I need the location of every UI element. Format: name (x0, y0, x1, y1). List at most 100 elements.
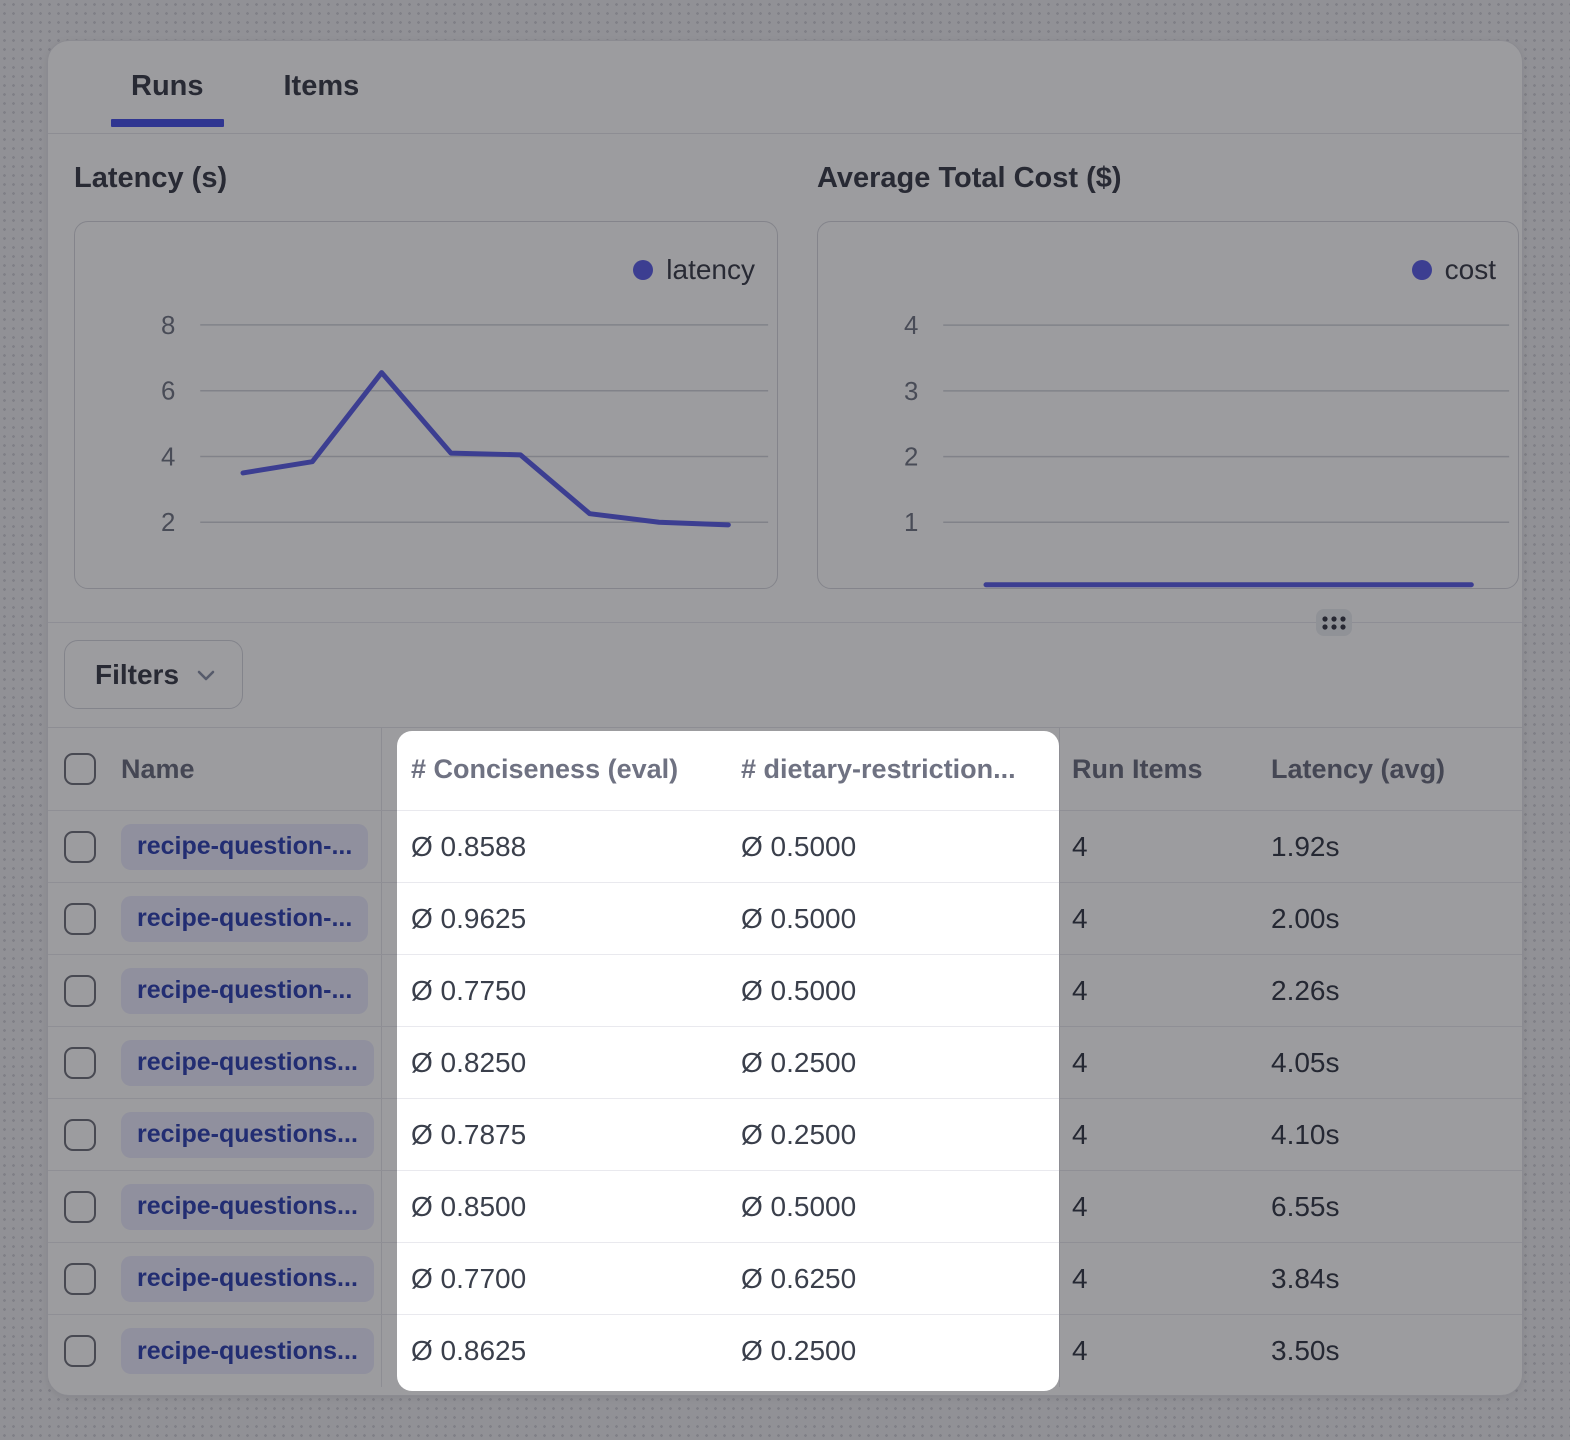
latency-avg-cell: 1.92s (1245, 811, 1523, 882)
tab-items[interactable]: Items (264, 70, 380, 133)
row-checkbox[interactable] (64, 975, 96, 1007)
cost-legend: cost (1412, 254, 1496, 286)
active-tab-underline (111, 119, 224, 127)
svg-text:2: 2 (904, 444, 918, 472)
section-divider (48, 622, 1522, 623)
table-header-row: Name # Conciseness (eval) # dietary-rest… (48, 728, 1522, 811)
chevron-down-icon (194, 663, 218, 687)
conciseness-score-cell: Ø 0.8500 (381, 1171, 729, 1242)
column-header-dietary-restriction[interactable]: # dietary-restriction... (729, 728, 1059, 810)
dietary-restriction-score-cell: Ø 0.5000 (729, 955, 1059, 1026)
run-name-badge[interactable]: recipe-question-... (121, 968, 368, 1014)
table-row: recipe-question-... Ø 0.9625 Ø 0.5000 4 … (48, 883, 1522, 955)
run-items-cell: 4 (1059, 1315, 1245, 1387)
column-header-conciseness[interactable]: # Conciseness (eval) (381, 728, 729, 810)
run-name-badge[interactable]: recipe-question-... (121, 896, 368, 942)
svg-text:4: 4 (161, 443, 175, 471)
filters-button-label: Filters (95, 659, 179, 691)
latency-chart-block: Latency (s) 8 6 4 2 latency (74, 164, 778, 589)
dietary-restriction-score-cell: Ø 0.5000 (729, 1171, 1059, 1242)
table-body: recipe-question-... Ø 0.8588 Ø 0.5000 4 … (48, 811, 1522, 1387)
svg-text:4: 4 (904, 312, 918, 340)
conciseness-score-cell: Ø 0.7700 (381, 1243, 729, 1314)
runs-panel: Runs Items Latency (s) 8 6 4 2 latency (47, 40, 1523, 1396)
tab-items-label: Items (284, 70, 360, 102)
column-header-latency-avg[interactable]: Latency (avg) (1245, 728, 1523, 810)
latency-avg-cell: 3.84s (1245, 1243, 1523, 1314)
latency-legend: latency (633, 254, 755, 286)
table-row: recipe-question-... Ø 0.8588 Ø 0.5000 4 … (48, 811, 1522, 883)
latency-chart-title: Latency (s) (74, 164, 778, 193)
svg-text:6: 6 (161, 378, 175, 406)
table-row: recipe-questions... Ø 0.8500 Ø 0.5000 4 … (48, 1171, 1522, 1243)
cost-chart: 4 3 2 1 cost (817, 221, 1519, 589)
grip-dots-icon (1321, 614, 1347, 632)
run-items-cell: 4 (1059, 811, 1245, 882)
latency-avg-cell: 2.00s (1245, 883, 1523, 954)
table-row: recipe-questions... Ø 0.7700 Ø 0.6250 4 … (48, 1243, 1522, 1315)
legend-dot-icon (1412, 260, 1432, 280)
run-name-badge[interactable]: recipe-questions... (121, 1040, 374, 1086)
dietary-restriction-score-cell: Ø 0.2500 (729, 1099, 1059, 1170)
run-name-badge[interactable]: recipe-questions... (121, 1184, 374, 1230)
conciseness-score-cell: Ø 0.7750 (381, 955, 729, 1026)
svg-text:1: 1 (904, 509, 918, 537)
legend-dot-icon (633, 260, 653, 280)
run-items-cell: 4 (1059, 1171, 1245, 1242)
charts-section: Latency (s) 8 6 4 2 latency Average Total C… (48, 134, 1522, 589)
row-checkbox[interactable] (64, 1335, 96, 1367)
run-items-cell: 4 (1059, 883, 1245, 954)
latency-avg-cell: 2.26s (1245, 955, 1523, 1026)
svg-text:3: 3 (904, 378, 918, 406)
latency-legend-label: latency (666, 254, 755, 286)
run-items-cell: 4 (1059, 1099, 1245, 1170)
run-name-badge[interactable]: recipe-question-... (121, 824, 368, 870)
page-background: Runs Items Latency (s) 8 6 4 2 latency (0, 0, 1570, 1440)
conciseness-score-cell: Ø 0.9625 (381, 883, 729, 954)
table-row: recipe-question-... Ø 0.7750 Ø 0.5000 4 … (48, 955, 1522, 1027)
run-items-cell: 4 (1059, 1027, 1245, 1098)
conciseness-score-cell: Ø 0.8250 (381, 1027, 729, 1098)
row-checkbox[interactable] (64, 1263, 96, 1295)
conciseness-score-cell: Ø 0.7875 (381, 1099, 729, 1170)
cost-chart-title: Average Total Cost ($) (817, 164, 1519, 193)
latency-avg-cell: 4.10s (1245, 1099, 1523, 1170)
latency-chart: 8 6 4 2 latency (74, 221, 778, 589)
column-header-name[interactable]: Name (118, 728, 381, 810)
row-checkbox[interactable] (64, 1047, 96, 1079)
row-checkbox[interactable] (64, 1191, 96, 1223)
dietary-restriction-score-cell: Ø 0.2500 (729, 1315, 1059, 1387)
latency-avg-cell: 4.05s (1245, 1027, 1523, 1098)
tab-runs-label: Runs (131, 70, 204, 102)
run-name-badge[interactable]: recipe-questions... (121, 1328, 374, 1374)
row-checkbox[interactable] (64, 1119, 96, 1151)
svg-text:2: 2 (161, 509, 175, 537)
run-items-cell: 4 (1059, 955, 1245, 1026)
row-checkbox[interactable] (64, 831, 96, 863)
row-checkbox[interactable] (64, 903, 96, 935)
run-name-badge[interactable]: recipe-questions... (121, 1112, 374, 1158)
run-name-badge[interactable]: recipe-questions... (121, 1256, 374, 1302)
svg-text:8: 8 (161, 312, 175, 340)
tab-bar: Runs Items (48, 41, 1522, 134)
dietary-restriction-score-cell: Ø 0.5000 (729, 811, 1059, 882)
cost-legend-label: cost (1445, 254, 1496, 286)
runs-table: Name # Conciseness (eval) # dietary-rest… (48, 727, 1522, 1387)
select-all-checkbox[interactable] (64, 753, 96, 785)
latency-avg-cell: 6.55s (1245, 1171, 1523, 1242)
dietary-restriction-score-cell: Ø 0.6250 (729, 1243, 1059, 1314)
table-row: recipe-questions... Ø 0.7875 Ø 0.2500 4 … (48, 1099, 1522, 1171)
latency-avg-cell: 3.50s (1245, 1315, 1523, 1387)
conciseness-score-cell: Ø 0.8588 (381, 811, 729, 882)
dietary-restriction-score-cell: Ø 0.5000 (729, 883, 1059, 954)
run-items-cell: 4 (1059, 1243, 1245, 1314)
table-row: recipe-questions... Ø 0.8250 Ø 0.2500 4 … (48, 1027, 1522, 1099)
filters-toolbar: Filters (48, 623, 1522, 727)
cost-chart-block: Average Total Cost ($) 4 3 2 1 cost (817, 164, 1519, 589)
resize-handle[interactable] (1316, 609, 1352, 636)
tab-runs[interactable]: Runs (111, 70, 224, 133)
dietary-restriction-score-cell: Ø 0.2500 (729, 1027, 1059, 1098)
filters-button[interactable]: Filters (64, 640, 243, 709)
column-header-run-items[interactable]: Run Items (1059, 728, 1245, 810)
conciseness-score-cell: Ø 0.8625 (381, 1315, 729, 1387)
